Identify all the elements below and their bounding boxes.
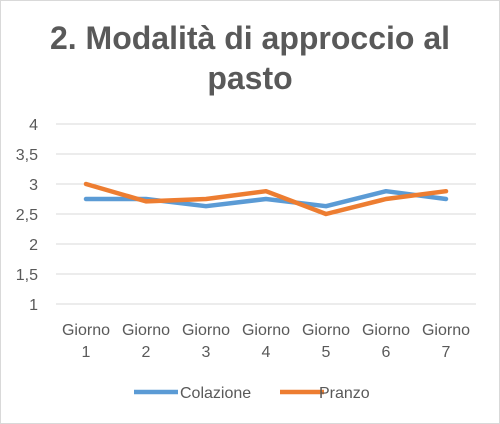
x-tick-label: Giorno 4 bbox=[242, 322, 290, 361]
x-tick-label: Giorno 7 bbox=[422, 322, 470, 361]
x-tick-label: Giorno 6 bbox=[362, 322, 410, 361]
legend-label: Colazione bbox=[180, 385, 251, 402]
y-tick-label: 2,5 bbox=[16, 207, 38, 224]
x-axis-tick-labels: Giorno 1 Giorno 2 Giorno 3 Giorno 4 Giorno 5 Giorn… bbox=[62, 322, 470, 361]
y-tick-label: 3 bbox=[29, 177, 38, 194]
y-tick-label: 3,5 bbox=[16, 147, 38, 164]
chart-title: 2. Modalità di approccio al pasto bbox=[49, 20, 451, 96]
y-tick-label: 1 bbox=[29, 297, 38, 314]
y-axis-tick-labels: 1 1,5 2 2,5 3 3,5 4 bbox=[16, 117, 38, 314]
y-tick-label: 2 bbox=[29, 237, 38, 254]
x-tick-label: Giorno 3 bbox=[182, 322, 230, 361]
legend-label: Pranzo bbox=[319, 385, 370, 402]
series-lines bbox=[83, 181, 449, 217]
x-tick-label: Giorno 5 bbox=[302, 322, 350, 361]
y-tick-label: 1,5 bbox=[16, 267, 38, 284]
gridlines bbox=[56, 123, 476, 305]
x-tick-label: Giorno 2 bbox=[122, 322, 170, 361]
y-tick-label: 4 bbox=[29, 117, 38, 134]
legend: Colazione Pranzo bbox=[134, 385, 370, 402]
x-tick-label: Giorno 1 bbox=[62, 322, 110, 361]
